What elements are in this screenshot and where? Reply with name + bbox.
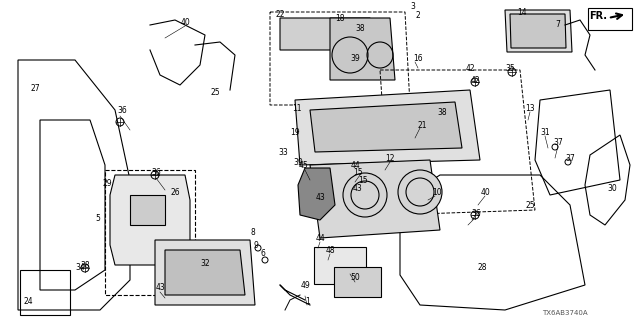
Text: 12: 12 [385,154,395,163]
Text: 40: 40 [180,18,190,27]
Text: FR.: FR. [589,11,607,21]
Circle shape [398,170,442,214]
Polygon shape [505,10,572,52]
Polygon shape [310,102,462,152]
Text: 42: 42 [470,76,480,84]
Text: 33: 33 [278,148,288,156]
Text: 34: 34 [75,263,85,273]
Text: 38: 38 [355,23,365,33]
Polygon shape [155,240,255,305]
Text: 48: 48 [325,245,335,254]
Text: 39: 39 [293,157,303,166]
Text: 31: 31 [540,127,550,137]
Polygon shape [295,90,480,165]
Text: 22: 22 [275,10,285,19]
Polygon shape [310,160,440,238]
Text: 39: 39 [350,53,360,62]
Text: 38: 38 [80,261,90,270]
Polygon shape [165,250,245,295]
Polygon shape [130,195,165,225]
Text: 7: 7 [556,20,561,28]
Text: 11: 11 [292,103,301,113]
Text: 28: 28 [477,263,487,273]
Text: 44: 44 [315,234,325,243]
Text: 40: 40 [480,188,490,196]
FancyBboxPatch shape [314,247,366,284]
Text: 36: 36 [151,167,161,177]
Text: 29: 29 [102,179,112,188]
Text: 43: 43 [352,183,362,193]
Polygon shape [510,14,566,48]
Text: 1: 1 [306,298,310,307]
Text: 21: 21 [417,121,427,130]
Text: 15: 15 [358,175,368,185]
Text: TX6AB3740A: TX6AB3740A [542,310,588,316]
Text: 9: 9 [253,241,259,250]
Polygon shape [110,175,190,265]
Text: 42: 42 [465,63,475,73]
Polygon shape [280,18,375,50]
Polygon shape [330,18,395,80]
Circle shape [343,173,387,217]
Text: 15: 15 [353,167,363,177]
Text: 16: 16 [413,53,423,62]
Text: 2: 2 [415,11,420,20]
Text: 50: 50 [350,274,360,283]
Polygon shape [298,168,335,220]
Text: 30: 30 [607,183,617,193]
Text: 44: 44 [350,161,360,170]
Text: 36: 36 [117,106,127,115]
Text: 35: 35 [505,63,515,73]
Text: 38: 38 [437,108,447,116]
Text: 5: 5 [95,213,100,222]
Text: 24: 24 [23,298,33,307]
Text: 25: 25 [525,201,535,210]
FancyBboxPatch shape [334,267,381,297]
Text: 37: 37 [565,154,575,163]
Text: 27: 27 [30,84,40,92]
Text: 43: 43 [315,193,325,202]
Text: 13: 13 [525,103,535,113]
Text: 10: 10 [432,188,442,196]
Text: 26: 26 [170,188,180,196]
Text: 18: 18 [335,13,345,22]
Text: 25: 25 [210,87,220,97]
Text: 49: 49 [300,281,310,290]
Text: 19: 19 [290,127,300,137]
Text: 32: 32 [200,259,210,268]
Text: 45: 45 [298,161,308,170]
Text: 3: 3 [411,2,415,11]
Text: 43: 43 [155,284,165,292]
Text: 6: 6 [260,249,266,258]
Text: 36: 36 [471,209,481,218]
Text: 8: 8 [251,228,255,236]
Text: 37: 37 [553,138,563,147]
Text: 14: 14 [517,7,527,17]
